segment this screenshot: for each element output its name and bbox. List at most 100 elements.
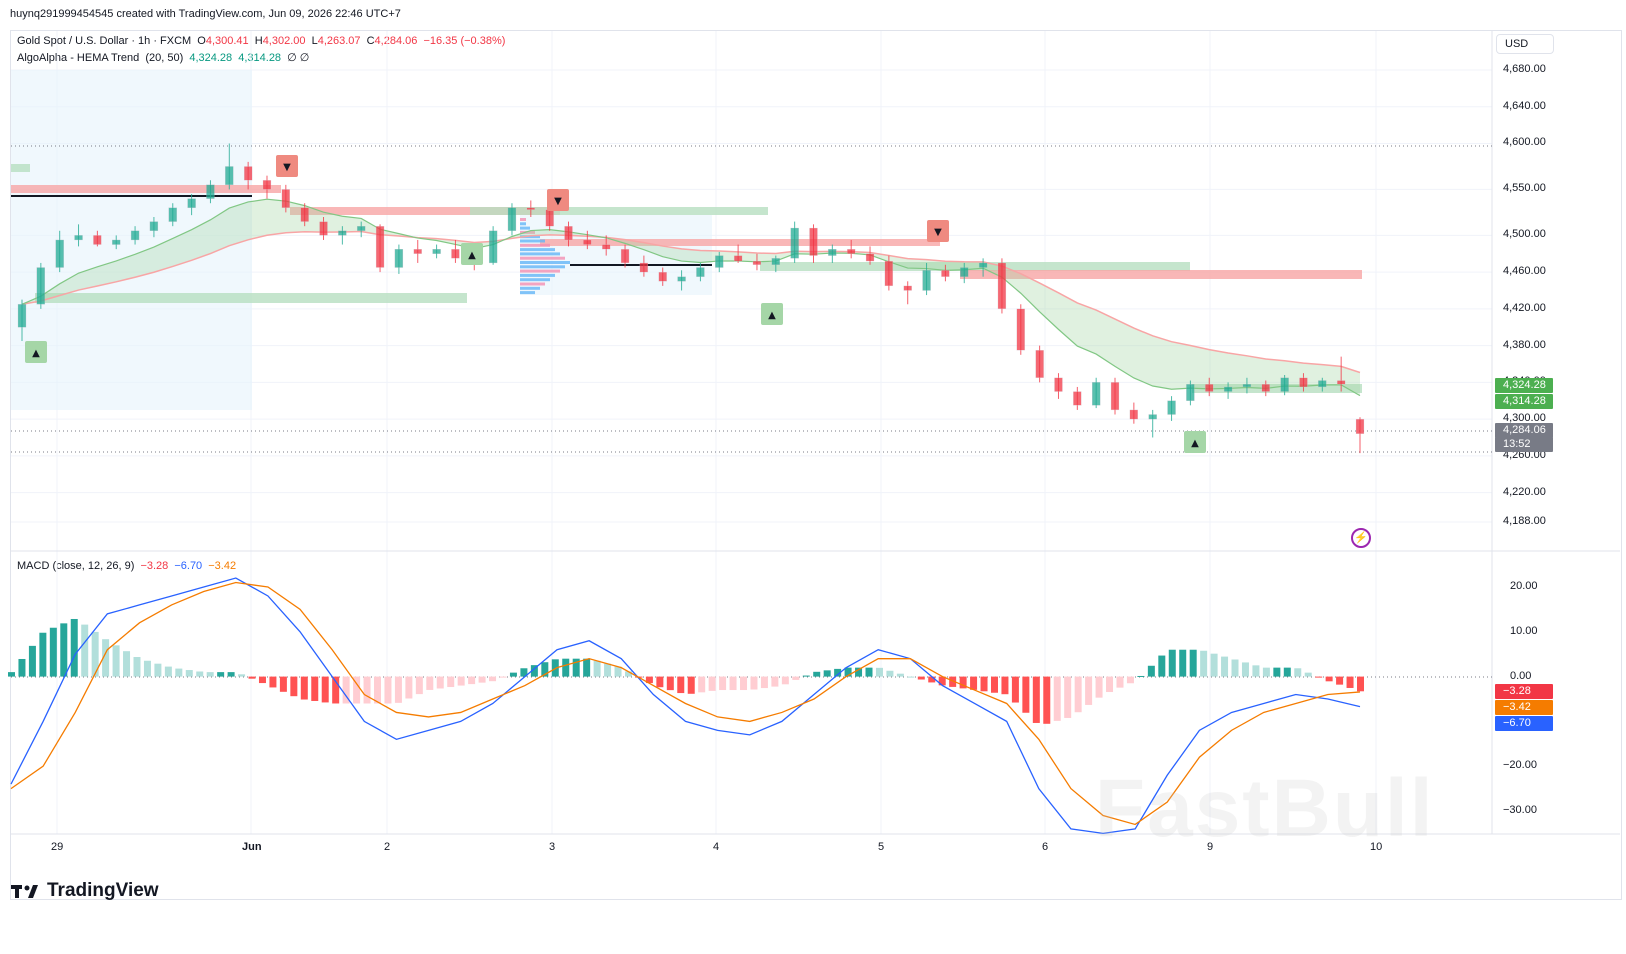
- macd-histogram-bar: [970, 676, 978, 690]
- macd-histogram-bar: [28, 645, 36, 677]
- macd-histogram-bar: [698, 676, 706, 693]
- macd-histogram-bar: [1294, 668, 1302, 677]
- macd-histogram-bar: [1304, 672, 1312, 677]
- buy-signal-marker: [25, 341, 47, 363]
- price-axis-label: 4,420.00: [1503, 301, 1546, 314]
- candle-body: [243, 166, 253, 181]
- buy-signal-arrow: ▲: [1191, 438, 1199, 449]
- candle-body: [1129, 409, 1139, 420]
- macd-histogram-bar: [1001, 676, 1009, 695]
- candle-body: [790, 227, 799, 259]
- candle-body: [526, 207, 535, 210]
- volume-profile-bar: [520, 218, 526, 221]
- main-legend[interactable]: Gold Spot / U.S. Dollar · 1h · FXCM O4,3…: [17, 34, 508, 48]
- macd-signal-badge: −3.42: [1495, 700, 1553, 715]
- volume-profile-bar: [520, 291, 535, 295]
- macd-histogram-bar: [196, 671, 204, 677]
- macd-histogram-bar: [332, 676, 340, 704]
- macd-histogram-bar: [489, 676, 497, 682]
- macd-histogram-bar: [374, 676, 382, 704]
- macd-histogram-bar: [1357, 676, 1364, 692]
- zone-box: [35, 293, 467, 303]
- price-axis-label: 4,300.00: [1503, 412, 1546, 425]
- macd-histogram-bar: [342, 676, 350, 704]
- price-axis-label: 4,460.00: [1503, 265, 1546, 278]
- tradingview-logo-text: TradingView: [47, 880, 159, 901]
- macd-histogram-bar: [70, 618, 78, 677]
- macd-histogram-bar: [771, 676, 779, 687]
- candle-body: [696, 267, 705, 277]
- candle-body: [583, 239, 592, 245]
- candle-body: [300, 207, 309, 222]
- volume-profile-bar: [520, 278, 550, 282]
- macd-histogram-bar: [562, 658, 570, 677]
- macd-histogram-bar: [426, 676, 434, 690]
- indicator-legend[interactable]: AlgoAlpha - HEMA Trend (20, 50) 4,324.28…: [17, 51, 312, 65]
- hema-slow-line: [21, 230, 1361, 374]
- volume-profile-bar: [520, 256, 565, 260]
- macd-histogram-bar: [760, 676, 768, 689]
- alert-icon[interactable]: ⚡: [1351, 528, 1371, 548]
- macd-histogram-bar: [217, 672, 225, 677]
- macd-histogram-bar: [164, 666, 172, 677]
- zone-box: [540, 239, 940, 246]
- macd-signal-value: −3.42: [208, 560, 237, 572]
- macd-histogram-bar: [405, 676, 413, 699]
- candle-body: [602, 244, 611, 250]
- macd-histogram-bar: [353, 676, 361, 704]
- volume-profile-bar: [520, 273, 555, 277]
- ohlc-low-label: L: [311, 35, 318, 47]
- macd-histogram-bar: [865, 667, 873, 677]
- candle-body: [1110, 382, 1120, 411]
- macd-histogram-bar: [112, 645, 120, 677]
- macd-histogram-bar: [1126, 676, 1134, 684]
- buy-signal-arrow: ▲: [768, 310, 776, 321]
- ohlc-low: 4,263.07: [317, 35, 361, 47]
- ohlc-close: 4,284.06: [374, 35, 418, 47]
- candle-body: [1318, 380, 1327, 388]
- price-change: −16.35 (−0.38%): [423, 35, 506, 47]
- macd-histogram-bar: [802, 675, 810, 677]
- candle-body: [1355, 418, 1365, 434]
- macd-histogram-bar: [1273, 667, 1281, 677]
- candle-body: [394, 248, 404, 268]
- chart-frame: [10, 30, 1622, 900]
- candle-body: [1242, 384, 1252, 388]
- macd-histogram-bar: [886, 670, 894, 677]
- candle-body: [1148, 414, 1157, 420]
- candle-body: [884, 260, 894, 287]
- candle-body: [865, 253, 875, 262]
- candle-body: [507, 207, 517, 231]
- volume-profile-bar: [520, 235, 540, 239]
- macd-histogram-bar: [938, 676, 946, 686]
- macd-histogram-bar: [719, 676, 727, 691]
- macd-legend[interactable]: MACD (close, 12, 26, 9) −3.28 −6.70 −3.4…: [17, 559, 239, 573]
- hema-slow-badge: 4,314.28: [1495, 394, 1553, 409]
- macd-histogram-bar: [708, 676, 716, 691]
- macd-title: MACD (close, 12, 26, 9): [17, 560, 135, 572]
- candle-body: [1016, 308, 1025, 351]
- currency-button[interactable]: USD: [1496, 34, 1554, 54]
- sell-signal-arrow: ▼: [934, 227, 942, 238]
- macd-histogram-bar: [1241, 662, 1249, 677]
- macd-histogram-bar: [1053, 676, 1061, 721]
- buy-signal-arrow: ▲: [32, 348, 40, 359]
- ohlc-open: 4,300.41: [205, 35, 249, 47]
- candle-body: [847, 248, 856, 254]
- macd-histogram-bar: [60, 623, 68, 677]
- candle-body: [225, 166, 234, 185]
- candle-body: [357, 226, 366, 231]
- tradingview-logo[interactable]: TradingView: [11, 880, 159, 902]
- ohlc-high-label: H: [254, 35, 263, 47]
- candle-body: [1092, 382, 1101, 406]
- volume-profile-bar: [520, 265, 565, 269]
- candle-body: [1186, 384, 1195, 401]
- macd-histogram-bar: [206, 672, 214, 677]
- candle-body: [488, 230, 498, 264]
- volume-profile-bar: [520, 286, 540, 290]
- hema-fast-line: [21, 198, 1361, 397]
- macd-histogram-bar: [321, 676, 329, 703]
- macd-axis-label: −20.00: [1503, 759, 1537, 772]
- macd-histogram-bar: [687, 676, 695, 694]
